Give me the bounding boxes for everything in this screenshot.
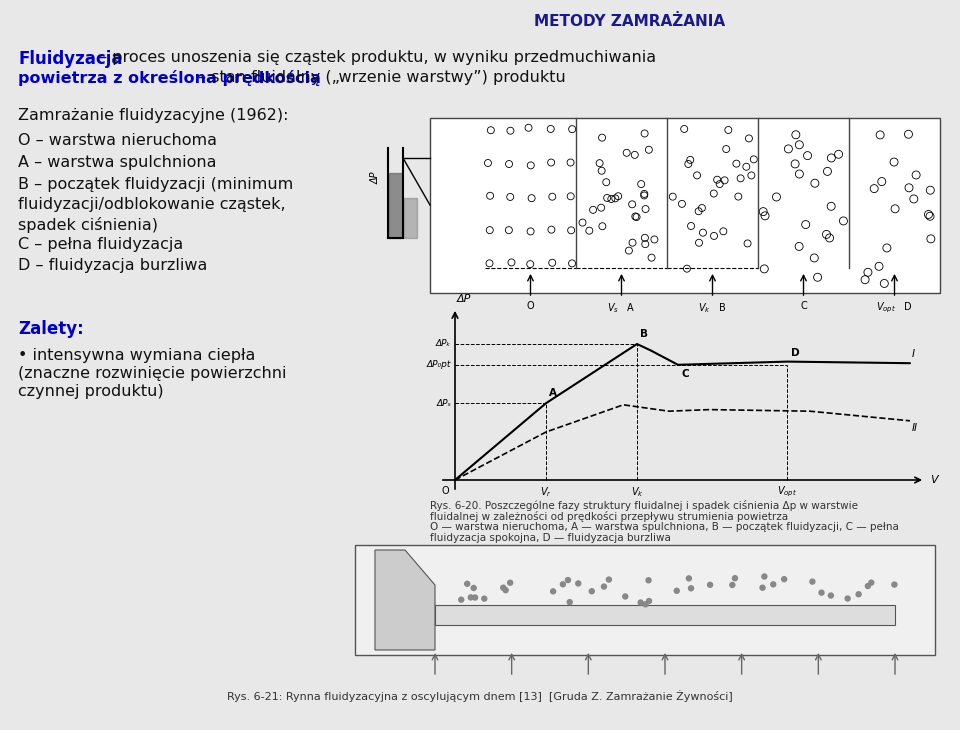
Circle shape (760, 585, 765, 590)
Text: D – fluidyzacja burzliwa: D – fluidyzacja burzliwa (18, 258, 207, 273)
Text: V: V (930, 475, 938, 485)
Circle shape (576, 581, 581, 586)
Text: $V_r$: $V_r$ (540, 485, 552, 499)
Circle shape (771, 582, 776, 587)
Text: O: O (442, 486, 449, 496)
Circle shape (686, 576, 691, 581)
Circle shape (810, 579, 815, 584)
Bar (355, 545, 935, 655)
Text: C: C (682, 369, 689, 379)
Circle shape (869, 580, 874, 585)
Text: • intensywna wymiana ciepła: • intensywna wymiana ciepła (18, 348, 255, 363)
Text: II: II (912, 423, 918, 433)
Polygon shape (375, 550, 435, 650)
Circle shape (892, 582, 897, 587)
Text: METODY ZAMRAŻANIA: METODY ZAMRAŻANIA (535, 14, 726, 29)
Text: powietrza z określona prędkością: powietrza z określona prędkością (18, 70, 321, 86)
Text: $V_{opt}$   D: $V_{opt}$ D (876, 301, 913, 315)
Circle shape (732, 576, 737, 581)
Text: $V_k$: $V_k$ (631, 485, 643, 499)
Text: A – warstwa spulchniona: A – warstwa spulchniona (18, 155, 217, 170)
Circle shape (482, 596, 487, 601)
Circle shape (472, 595, 477, 600)
Bar (430, 118, 940, 293)
Circle shape (503, 588, 508, 593)
Circle shape (845, 596, 851, 601)
Text: A: A (549, 388, 557, 398)
Circle shape (674, 588, 680, 593)
Circle shape (638, 600, 643, 605)
Text: C – pełna fluidyzacja: C – pełna fluidyzacja (18, 237, 183, 252)
Text: O: O (527, 301, 535, 311)
Text: fluidalnej w zależności od prędkości przepływu strumienia powietrza: fluidalnej w zależności od prędkości prz… (430, 511, 788, 522)
Text: Rys. 6-21: Rynna fluidyzacyjna z oscylującym dnem [13]  [Gruda Z. Zamrażanie Żyw: Rys. 6-21: Rynna fluidyzacyjna z oscyluj… (228, 690, 732, 702)
Text: B: B (640, 329, 648, 339)
Circle shape (623, 594, 628, 599)
Text: – stan fluidalny („wrzenie warstwy”) produktu: – stan fluidalny („wrzenie warstwy”) pro… (193, 70, 565, 85)
Circle shape (471, 585, 476, 591)
Text: spadek ciśnienia): spadek ciśnienia) (18, 217, 158, 233)
Text: – proces unoszenia się cząstek produktu, w wyniku przedmuchiwania: – proces unoszenia się cząstek produktu,… (94, 50, 656, 65)
Circle shape (688, 585, 693, 591)
Circle shape (828, 593, 833, 598)
Circle shape (551, 589, 556, 594)
Circle shape (646, 599, 652, 604)
Circle shape (819, 590, 824, 595)
Circle shape (643, 602, 648, 607)
Circle shape (607, 577, 612, 582)
Text: I: I (912, 349, 915, 359)
Text: (znaczne rozwinięcie powierzchni: (znaczne rozwinięcie powierzchni (18, 366, 286, 381)
Text: D: D (791, 347, 800, 358)
Text: O – warstwa nieruchoma: O – warstwa nieruchoma (18, 133, 217, 148)
Circle shape (865, 583, 871, 588)
Text: $V_s$   A: $V_s$ A (608, 301, 636, 315)
Circle shape (730, 583, 734, 588)
Circle shape (762, 574, 767, 579)
Text: Zalety:: Zalety: (18, 320, 84, 338)
Text: $V_k$   B: $V_k$ B (698, 301, 727, 315)
Circle shape (602, 584, 607, 589)
Circle shape (465, 581, 469, 586)
Circle shape (459, 597, 464, 602)
Text: ΔPₖ: ΔPₖ (436, 339, 451, 348)
Text: czynnej produktu): czynnej produktu) (18, 384, 163, 399)
Circle shape (856, 592, 861, 596)
Circle shape (567, 599, 572, 604)
Text: Rys. 6-20. Poszczególne fazy struktury fluidalnej i spadek ciśnienia Δp w warstw: Rys. 6-20. Poszczególne fazy struktury f… (430, 500, 858, 511)
Text: ΔP₀pt: ΔP₀pt (426, 361, 451, 369)
Bar (435, 605, 895, 625)
Circle shape (781, 577, 786, 582)
Text: ΔPₛ: ΔPₛ (436, 399, 451, 407)
Text: ΔP: ΔP (457, 294, 471, 304)
Circle shape (561, 582, 565, 587)
Circle shape (468, 595, 473, 600)
Text: B – początek fluidyzacji (minimum: B – początek fluidyzacji (minimum (18, 177, 293, 192)
Text: O — warstwa nieruchoma, A — warstwa spulchniona, B — początek fluidyzacji, C — p: O — warstwa nieruchoma, A — warstwa spul… (430, 522, 899, 532)
Text: Fluidyzacja: Fluidyzacja (18, 50, 123, 68)
Circle shape (589, 588, 594, 593)
Circle shape (708, 583, 712, 588)
Text: C: C (800, 301, 806, 311)
Circle shape (501, 585, 506, 590)
Circle shape (565, 577, 570, 583)
Circle shape (508, 580, 513, 585)
Text: fluidyzacja spokojna, D — fluidyzacja burzliwa: fluidyzacja spokojna, D — fluidyzacja bu… (430, 533, 671, 543)
Circle shape (646, 577, 651, 583)
Text: Zamrażanie fluidyzacyjne (1962):: Zamrażanie fluidyzacyjne (1962): (18, 108, 289, 123)
Text: fluidyzacji/odblokowanie cząstek,: fluidyzacji/odblokowanie cząstek, (18, 197, 286, 212)
Text: ΔP: ΔP (371, 172, 381, 184)
Text: $V_{opt}$: $V_{opt}$ (778, 485, 797, 499)
